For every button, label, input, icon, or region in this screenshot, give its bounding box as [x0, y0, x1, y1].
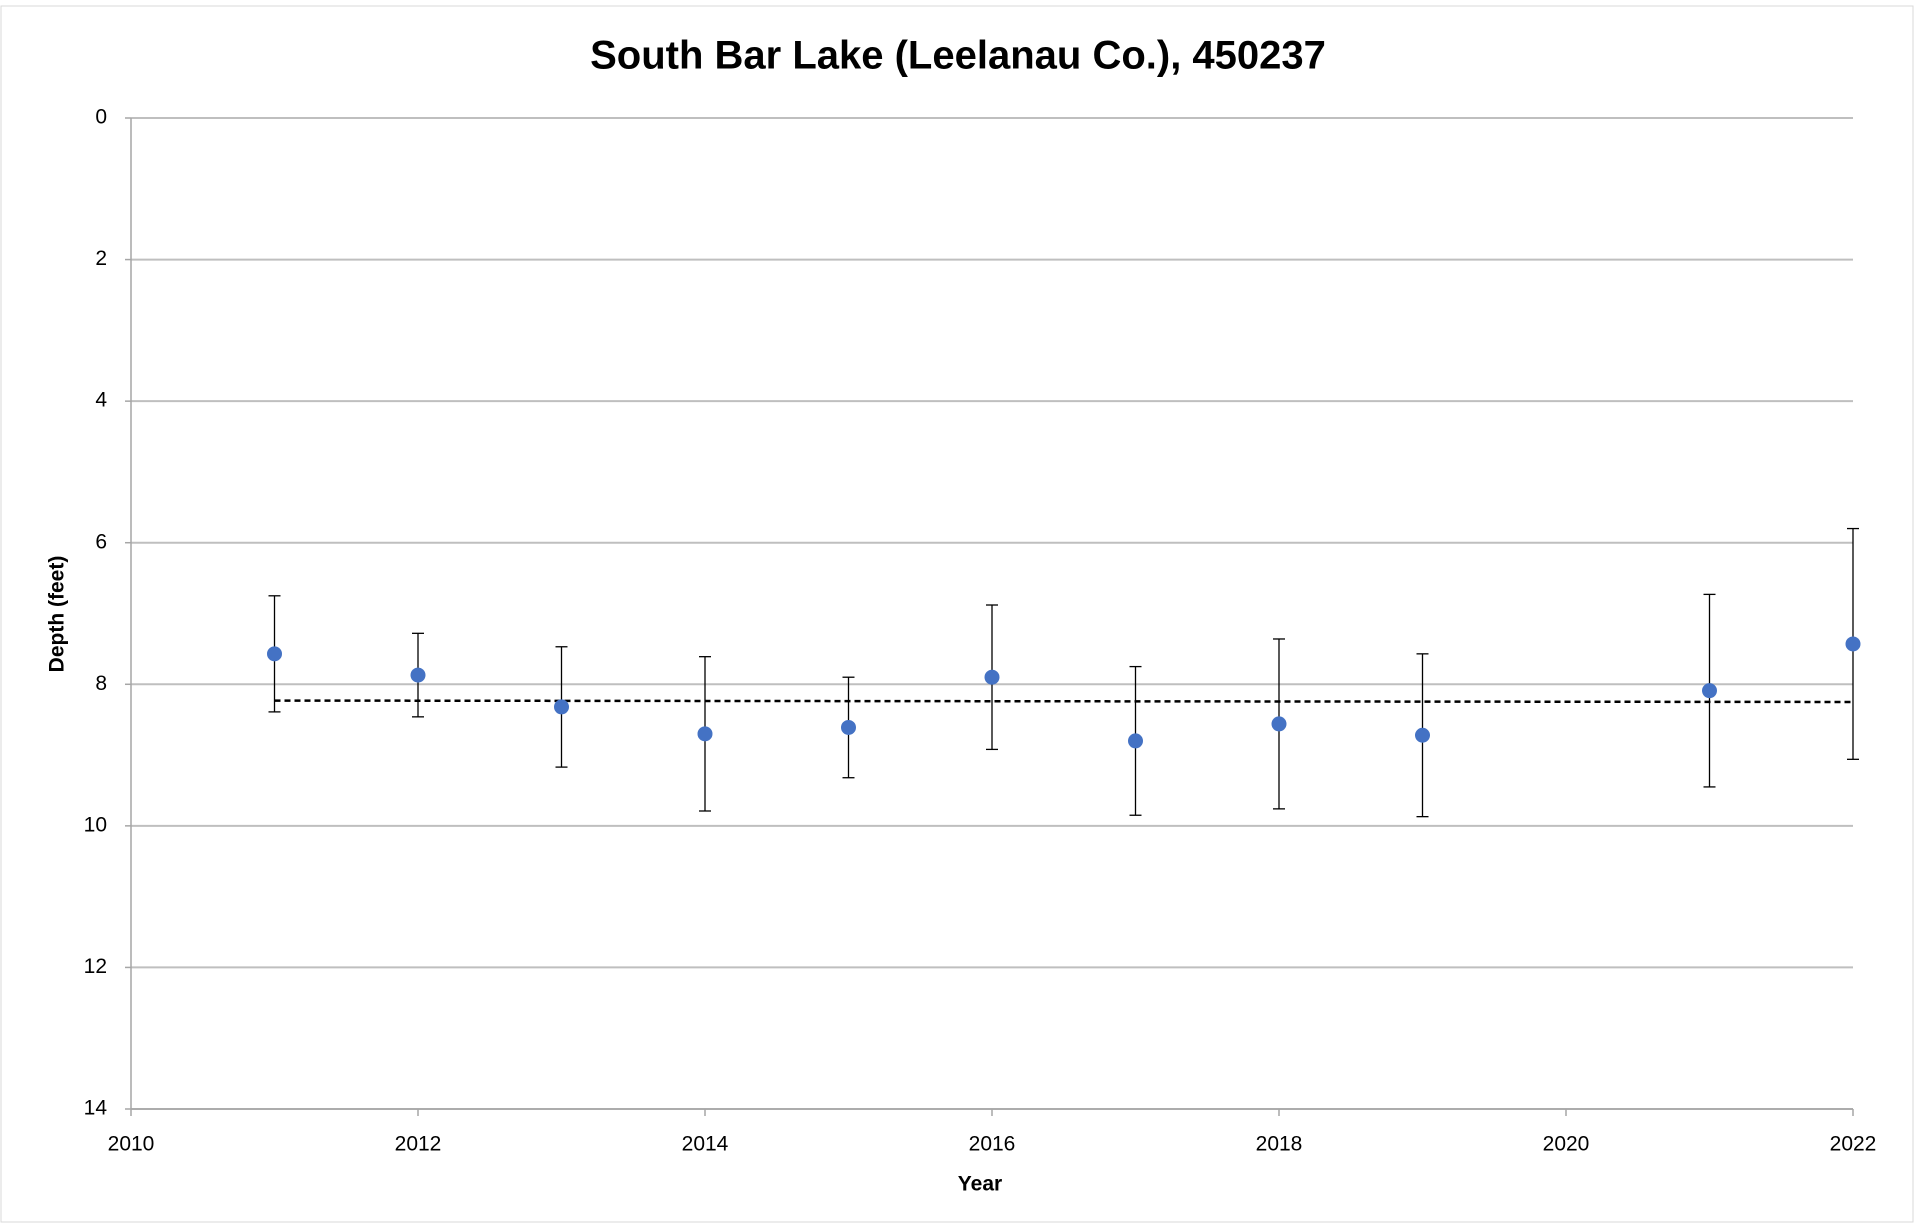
- point: [1415, 727, 1430, 743]
- point: [1128, 733, 1143, 749]
- x-axis-label: Year: [958, 1173, 1002, 1196]
- y-tick-label: 14: [84, 1097, 108, 1120]
- x-tick-label: 2014: [682, 1133, 729, 1156]
- x-tick-label: 2016: [969, 1133, 1016, 1156]
- point: [1845, 636, 1861, 652]
- chart-frame: [0, 5, 1914, 1223]
- point: [267, 646, 282, 662]
- x-tick-label: 2020: [1543, 1133, 1590, 1156]
- point: [841, 719, 856, 735]
- x-tick-label: 2012: [395, 1133, 442, 1156]
- y-tick-label: 2: [95, 247, 107, 270]
- point: [1702, 683, 1717, 699]
- trendline: [274, 699, 1854, 704]
- y-tick-label: 6: [95, 530, 107, 553]
- point: [554, 699, 569, 715]
- y-tick-label: 12: [84, 955, 107, 978]
- y-tick-label: 10: [84, 813, 107, 836]
- x-tick-label: 2010: [108, 1133, 155, 1156]
- y-tick-label: 4: [95, 389, 107, 412]
- x-tick-label: 2022: [1830, 1133, 1877, 1156]
- point: [1271, 716, 1287, 732]
- point: [697, 726, 713, 742]
- y-tick-label: 0: [95, 106, 107, 129]
- y-axis-label: Depth (feet): [46, 556, 69, 673]
- point: [984, 669, 1000, 685]
- chart-title: South Bar Lake (Leelanau Co.), 450237: [590, 34, 1326, 78]
- x-tick-label: 2018: [1256, 1133, 1303, 1156]
- point: [410, 667, 426, 683]
- y-tick-label: 8: [95, 672, 107, 695]
